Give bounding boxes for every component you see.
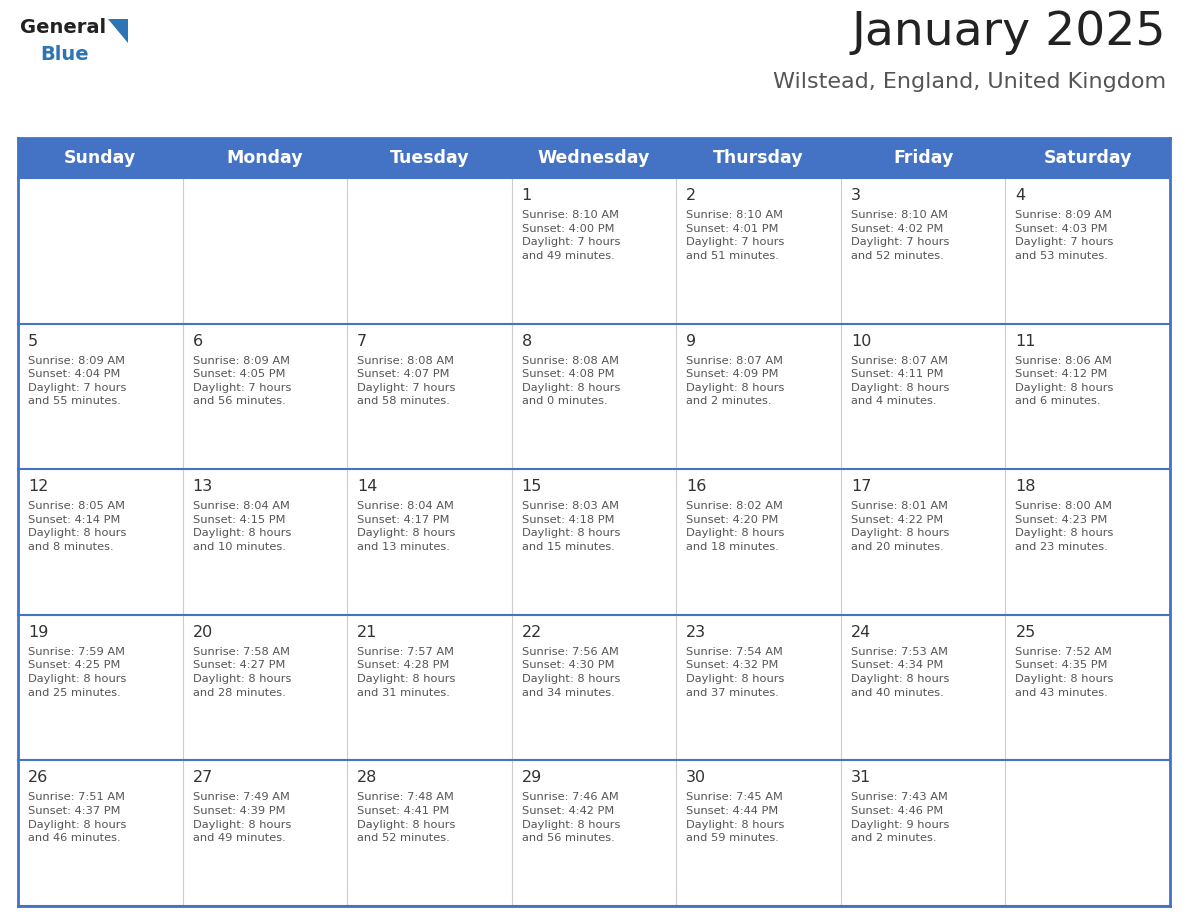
Text: 15: 15 xyxy=(522,479,542,494)
Text: Sunrise: 8:00 AM
Sunset: 4:23 PM
Daylight: 8 hours
and 23 minutes.: Sunrise: 8:00 AM Sunset: 4:23 PM Dayligh… xyxy=(1016,501,1114,552)
Text: 12: 12 xyxy=(29,479,49,494)
Text: Sunrise: 8:07 AM
Sunset: 4:11 PM
Daylight: 8 hours
and 4 minutes.: Sunrise: 8:07 AM Sunset: 4:11 PM Dayligh… xyxy=(851,355,949,407)
Text: Sunrise: 8:04 AM
Sunset: 4:15 PM
Daylight: 8 hours
and 10 minutes.: Sunrise: 8:04 AM Sunset: 4:15 PM Dayligh… xyxy=(192,501,291,552)
Text: Sunrise: 8:09 AM
Sunset: 4:05 PM
Daylight: 7 hours
and 56 minutes.: Sunrise: 8:09 AM Sunset: 4:05 PM Dayligh… xyxy=(192,355,291,407)
Text: 11: 11 xyxy=(1016,333,1036,349)
Text: 3: 3 xyxy=(851,188,861,203)
Text: 10: 10 xyxy=(851,333,871,349)
Text: 28: 28 xyxy=(358,770,378,786)
Text: 4: 4 xyxy=(1016,188,1025,203)
Text: Sunrise: 8:10 AM
Sunset: 4:02 PM
Daylight: 7 hours
and 52 minutes.: Sunrise: 8:10 AM Sunset: 4:02 PM Dayligh… xyxy=(851,210,949,261)
Text: Tuesday: Tuesday xyxy=(390,149,469,167)
Text: Sunrise: 8:09 AM
Sunset: 4:03 PM
Daylight: 7 hours
and 53 minutes.: Sunrise: 8:09 AM Sunset: 4:03 PM Dayligh… xyxy=(1016,210,1114,261)
Text: Sunrise: 8:09 AM
Sunset: 4:04 PM
Daylight: 7 hours
and 55 minutes.: Sunrise: 8:09 AM Sunset: 4:04 PM Dayligh… xyxy=(29,355,126,407)
Text: 18: 18 xyxy=(1016,479,1036,494)
Text: 22: 22 xyxy=(522,625,542,640)
Text: Sunrise: 7:46 AM
Sunset: 4:42 PM
Daylight: 8 hours
and 56 minutes.: Sunrise: 7:46 AM Sunset: 4:42 PM Dayligh… xyxy=(522,792,620,844)
Text: Sunrise: 8:03 AM
Sunset: 4:18 PM
Daylight: 8 hours
and 15 minutes.: Sunrise: 8:03 AM Sunset: 4:18 PM Dayligh… xyxy=(522,501,620,552)
Text: Sunrise: 8:06 AM
Sunset: 4:12 PM
Daylight: 8 hours
and 6 minutes.: Sunrise: 8:06 AM Sunset: 4:12 PM Dayligh… xyxy=(1016,355,1114,407)
Text: 31: 31 xyxy=(851,770,871,786)
Text: Sunrise: 8:02 AM
Sunset: 4:20 PM
Daylight: 8 hours
and 18 minutes.: Sunrise: 8:02 AM Sunset: 4:20 PM Dayligh… xyxy=(687,501,784,552)
Text: Sunrise: 8:10 AM
Sunset: 4:00 PM
Daylight: 7 hours
and 49 minutes.: Sunrise: 8:10 AM Sunset: 4:00 PM Dayligh… xyxy=(522,210,620,261)
Text: Wilstead, England, United Kingdom: Wilstead, England, United Kingdom xyxy=(773,72,1165,92)
Text: 30: 30 xyxy=(687,770,707,786)
Text: Sunrise: 8:07 AM
Sunset: 4:09 PM
Daylight: 8 hours
and 2 minutes.: Sunrise: 8:07 AM Sunset: 4:09 PM Dayligh… xyxy=(687,355,784,407)
Text: 14: 14 xyxy=(358,479,378,494)
Text: 7: 7 xyxy=(358,333,367,349)
Text: Blue: Blue xyxy=(40,45,89,64)
Text: Sunrise: 7:52 AM
Sunset: 4:35 PM
Daylight: 8 hours
and 43 minutes.: Sunrise: 7:52 AM Sunset: 4:35 PM Dayligh… xyxy=(1016,647,1114,698)
Text: Sunrise: 7:53 AM
Sunset: 4:34 PM
Daylight: 8 hours
and 40 minutes.: Sunrise: 7:53 AM Sunset: 4:34 PM Dayligh… xyxy=(851,647,949,698)
Text: 25: 25 xyxy=(1016,625,1036,640)
Text: 6: 6 xyxy=(192,333,203,349)
Text: January 2025: January 2025 xyxy=(852,10,1165,55)
Text: 2: 2 xyxy=(687,188,696,203)
Text: Sunrise: 8:08 AM
Sunset: 4:07 PM
Daylight: 7 hours
and 58 minutes.: Sunrise: 8:08 AM Sunset: 4:07 PM Dayligh… xyxy=(358,355,455,407)
Text: 27: 27 xyxy=(192,770,213,786)
Text: 23: 23 xyxy=(687,625,707,640)
Text: Sunrise: 8:04 AM
Sunset: 4:17 PM
Daylight: 8 hours
and 13 minutes.: Sunrise: 8:04 AM Sunset: 4:17 PM Dayligh… xyxy=(358,501,455,552)
Text: Sunrise: 7:48 AM
Sunset: 4:41 PM
Daylight: 8 hours
and 52 minutes.: Sunrise: 7:48 AM Sunset: 4:41 PM Dayligh… xyxy=(358,792,455,844)
Text: Sunrise: 7:43 AM
Sunset: 4:46 PM
Daylight: 9 hours
and 2 minutes.: Sunrise: 7:43 AM Sunset: 4:46 PM Dayligh… xyxy=(851,792,949,844)
Text: Thursday: Thursday xyxy=(713,149,804,167)
Text: Sunrise: 7:58 AM
Sunset: 4:27 PM
Daylight: 8 hours
and 28 minutes.: Sunrise: 7:58 AM Sunset: 4:27 PM Dayligh… xyxy=(192,647,291,698)
Polygon shape xyxy=(108,19,128,43)
Text: Sunrise: 7:57 AM
Sunset: 4:28 PM
Daylight: 8 hours
and 31 minutes.: Sunrise: 7:57 AM Sunset: 4:28 PM Dayligh… xyxy=(358,647,455,698)
Text: Sunrise: 8:08 AM
Sunset: 4:08 PM
Daylight: 8 hours
and 0 minutes.: Sunrise: 8:08 AM Sunset: 4:08 PM Dayligh… xyxy=(522,355,620,407)
Text: Sunrise: 7:49 AM
Sunset: 4:39 PM
Daylight: 8 hours
and 49 minutes.: Sunrise: 7:49 AM Sunset: 4:39 PM Dayligh… xyxy=(192,792,291,844)
Text: Sunrise: 8:05 AM
Sunset: 4:14 PM
Daylight: 8 hours
and 8 minutes.: Sunrise: 8:05 AM Sunset: 4:14 PM Dayligh… xyxy=(29,501,126,552)
Text: Sunrise: 7:51 AM
Sunset: 4:37 PM
Daylight: 8 hours
and 46 minutes.: Sunrise: 7:51 AM Sunset: 4:37 PM Dayligh… xyxy=(29,792,126,844)
Text: 9: 9 xyxy=(687,333,696,349)
Text: 16: 16 xyxy=(687,479,707,494)
Text: 17: 17 xyxy=(851,479,871,494)
Text: Wednesday: Wednesday xyxy=(538,149,650,167)
Text: Sunrise: 8:10 AM
Sunset: 4:01 PM
Daylight: 7 hours
and 51 minutes.: Sunrise: 8:10 AM Sunset: 4:01 PM Dayligh… xyxy=(687,210,784,261)
Text: 13: 13 xyxy=(192,479,213,494)
Text: Sunrise: 7:54 AM
Sunset: 4:32 PM
Daylight: 8 hours
and 37 minutes.: Sunrise: 7:54 AM Sunset: 4:32 PM Dayligh… xyxy=(687,647,784,698)
Text: 24: 24 xyxy=(851,625,871,640)
Text: Sunrise: 7:56 AM
Sunset: 4:30 PM
Daylight: 8 hours
and 34 minutes.: Sunrise: 7:56 AM Sunset: 4:30 PM Dayligh… xyxy=(522,647,620,698)
Bar xyxy=(18,138,1170,178)
Text: 29: 29 xyxy=(522,770,542,786)
Text: 1: 1 xyxy=(522,188,532,203)
Text: Sunday: Sunday xyxy=(64,149,137,167)
Text: General: General xyxy=(20,18,106,37)
Text: 26: 26 xyxy=(29,770,49,786)
Text: 5: 5 xyxy=(29,333,38,349)
Text: Sunrise: 8:01 AM
Sunset: 4:22 PM
Daylight: 8 hours
and 20 minutes.: Sunrise: 8:01 AM Sunset: 4:22 PM Dayligh… xyxy=(851,501,949,552)
Text: Sunrise: 7:59 AM
Sunset: 4:25 PM
Daylight: 8 hours
and 25 minutes.: Sunrise: 7:59 AM Sunset: 4:25 PM Dayligh… xyxy=(29,647,126,698)
Text: 21: 21 xyxy=(358,625,378,640)
Text: Monday: Monday xyxy=(227,149,303,167)
Text: Friday: Friday xyxy=(893,149,953,167)
Text: Sunrise: 7:45 AM
Sunset: 4:44 PM
Daylight: 8 hours
and 59 minutes.: Sunrise: 7:45 AM Sunset: 4:44 PM Dayligh… xyxy=(687,792,784,844)
Text: Saturday: Saturday xyxy=(1043,149,1132,167)
Text: 8: 8 xyxy=(522,333,532,349)
Text: 19: 19 xyxy=(29,625,49,640)
Text: 20: 20 xyxy=(192,625,213,640)
